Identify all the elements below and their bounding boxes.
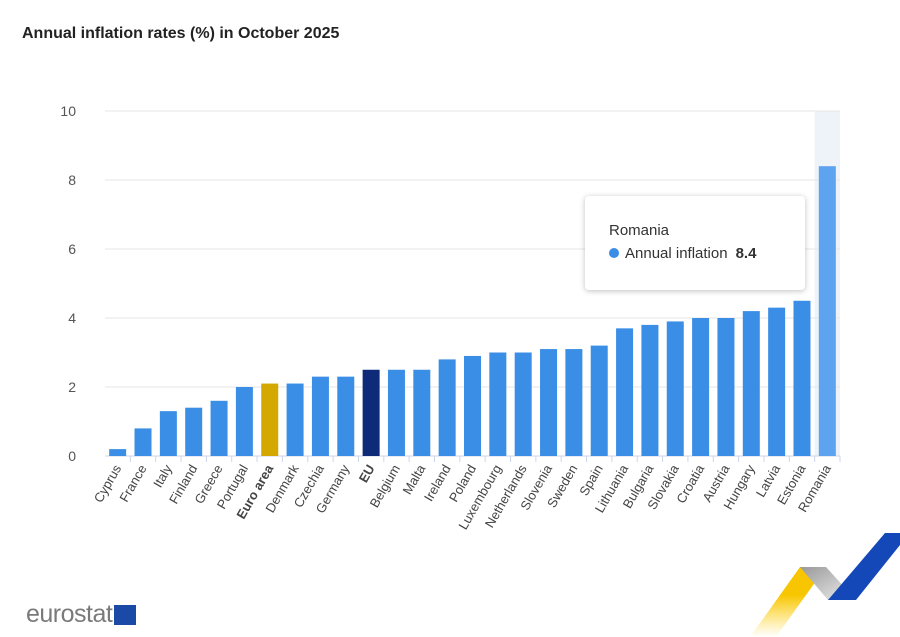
bar-estonia [793,300,811,456]
eu-flag-icon [114,604,137,625]
chart-title: Annual inflation rates (%) in October 20… [22,25,340,42]
bar-belgium [387,369,405,456]
bar-germany [337,376,355,456]
bar-bulgaria [641,324,659,456]
x-tick-label: Italy [150,462,175,491]
tooltip-series: Annual inflation [625,245,728,262]
bar-hungary [742,311,760,456]
eurostat-logo: eurostat [26,600,137,629]
y-tick-label: 8 [68,172,76,188]
bar-finland [185,407,203,456]
bar-greece [210,400,228,456]
bar-italy [159,411,177,456]
bar-netherlands [514,352,532,456]
bar-poland [464,355,481,456]
bar-sweden [565,349,583,456]
tooltip-value: 8.4 [735,245,757,262]
bar-portugal [235,387,253,456]
y-tick-label: 2 [68,379,76,395]
bar-spain [590,345,608,456]
y-tick-label: 4 [68,310,76,326]
tooltip-country: Romania [609,222,670,239]
bar-slovenia [540,349,558,456]
y-tick-label: 0 [68,448,76,464]
bar-eu [362,369,380,456]
bar-cyprus [109,449,127,456]
bar-luxembourg [489,352,507,456]
series-dot-icon [609,248,619,258]
bar-slovakia [666,321,684,456]
bar-czechia [311,376,329,456]
y-tick-label: 10 [60,103,76,119]
bar-austria [717,318,735,456]
bar-denmark [286,383,304,456]
bar-euro-area [261,383,279,456]
y-tick-label: 6 [68,241,76,257]
bar-romania [818,166,836,456]
bar-ireland [438,359,456,456]
logo-text: eurostat [26,600,113,628]
x-tick-label: EU [356,462,378,485]
bar-croatia [692,318,710,456]
bar-lithuania [616,328,634,456]
bar-malta [413,369,431,456]
bar-france [134,428,152,456]
tooltip: Romania Annual inflation 8.4 [585,196,805,290]
bar-latvia [768,307,786,456]
